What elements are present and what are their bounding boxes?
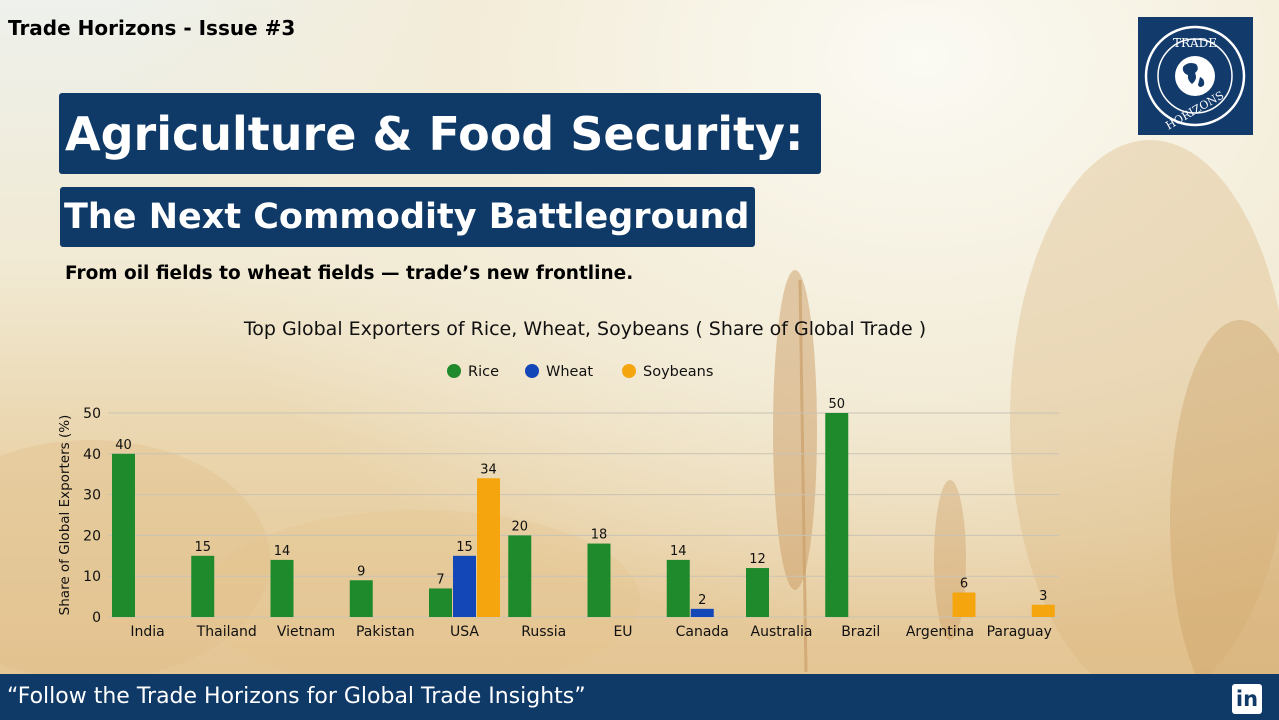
y-tick-label: 0 (92, 610, 101, 626)
data-label: 18 (591, 528, 608, 543)
linkedin-icon[interactable]: in (1232, 684, 1262, 714)
legend-label-wheat: Wheat (546, 364, 593, 380)
chart-data-labels: 40 15 14 9 7 15 34 20 18 14 2 12 50 6 3 (115, 397, 1047, 608)
bar-rice-canada (666, 559, 690, 617)
bar-rice-vietnam (270, 559, 294, 617)
data-label: 20 (511, 519, 528, 534)
data-label: 12 (749, 552, 766, 567)
bar-rice-eu (587, 543, 611, 617)
exporters-bar-chart: Top Global Exporters of Rice, Wheat, Soy… (57, 318, 1059, 640)
data-label: 34 (480, 462, 497, 477)
y-tick-label: 40 (83, 447, 101, 463)
logo-text-top: TRADE (1173, 36, 1217, 50)
x-tick-label: Australia (751, 624, 813, 640)
data-label: 9 (357, 564, 365, 579)
y-tick-label: 30 (83, 488, 101, 504)
bar-rice-australia (746, 568, 769, 617)
bar-rice-russia (508, 535, 532, 617)
trade-horizons-logo: TRADE HORIZONS (1138, 17, 1253, 135)
page-subtitle: The Next Commodity Battleground (64, 197, 750, 237)
x-axis-ticks: India Thailand Vietnam Pakistan USA Russia EU C… (130, 624, 1052, 640)
y-axis-label: Share of Global Exporters (%) (57, 415, 73, 616)
data-label: 3 (1039, 589, 1047, 604)
data-label: 15 (456, 540, 473, 555)
tagline: From oil fields to wheat fields — trade’… (65, 263, 634, 284)
x-tick-label: Vietnam (277, 624, 335, 640)
legend-label-rice: Rice (468, 364, 499, 380)
bar-soybeans-argentina (952, 592, 976, 617)
x-tick-label: USA (450, 624, 479, 640)
chart-bars (112, 413, 1055, 617)
data-label: 14 (274, 544, 291, 559)
x-tick-label: Russia (521, 624, 566, 640)
issue-label: Trade Horizons - Issue #3 (8, 16, 296, 40)
data-label: 14 (670, 544, 687, 559)
x-tick-label: Pakistan (356, 624, 415, 640)
page-title: Agriculture & Food Security: (65, 106, 804, 161)
x-tick-label: Argentina (906, 624, 974, 640)
footer-bar: “Follow the Trade Horizons for Global Tr… (0, 674, 1279, 720)
x-tick-label: Brazil (841, 624, 880, 640)
bar-soybeans-usa (477, 478, 500, 617)
chart-legend: Rice Wheat Soybeans (447, 364, 713, 380)
bar-rice-thailand (191, 555, 215, 617)
data-label: 15 (194, 540, 211, 555)
chart-title: Top Global Exporters of Rice, Wheat, Soy… (243, 318, 926, 340)
bar-wheat-usa (453, 555, 476, 617)
bar-wheat-canada (690, 608, 714, 617)
data-label: 40 (115, 438, 132, 453)
y-tick-label: 50 (83, 406, 101, 422)
x-tick-label: Canada (676, 624, 729, 640)
headline-title-box: Agriculture & Food Security: (59, 93, 822, 174)
legend-swatch-soybeans (622, 364, 636, 378)
data-label: 2 (698, 593, 706, 608)
x-tick-label: Paraguay (987, 624, 1052, 640)
bar-rice-pakistan (349, 580, 373, 617)
bar-rice-india (112, 453, 135, 617)
footer-text: “Follow the Trade Horizons for Global Tr… (7, 684, 586, 709)
x-tick-label: India (130, 624, 164, 640)
data-label: 7 (436, 572, 444, 587)
legend-label-soybeans: Soybeans (643, 364, 713, 380)
chart-gridlines (108, 412, 1059, 618)
x-tick-label: Thailand (196, 624, 257, 640)
y-tick-label: 20 (83, 528, 101, 544)
y-axis-ticks: 0 10 20 30 40 50 (83, 406, 101, 626)
bar-rice-usa (429, 588, 452, 617)
headline-subtitle-box: The Next Commodity Battleground (60, 187, 756, 247)
legend-swatch-wheat (525, 364, 539, 378)
x-tick-label: EU (613, 624, 632, 640)
bar-soybeans-paraguay (1031, 604, 1055, 617)
bar-rice-brazil (825, 413, 849, 617)
data-label: 50 (828, 397, 845, 412)
data-label: 6 (960, 577, 968, 592)
y-tick-label: 10 (83, 569, 101, 585)
globe-icon: TRADE HORIZONS (1144, 25, 1246, 132)
legend-swatch-rice (447, 364, 461, 378)
